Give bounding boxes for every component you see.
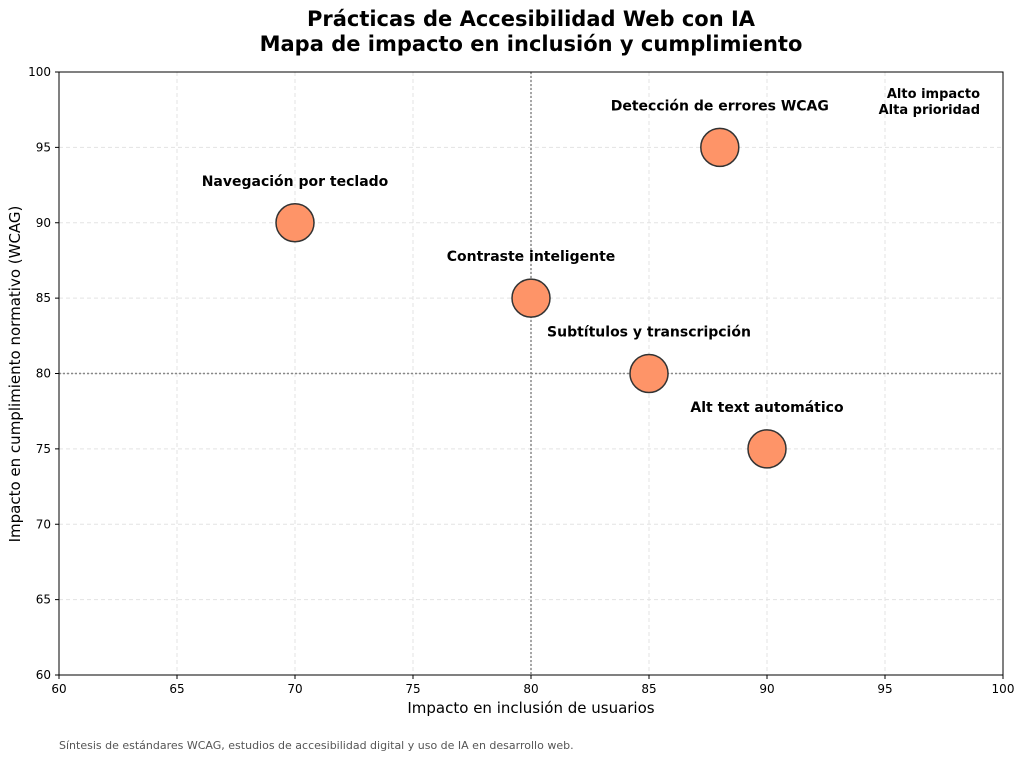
- plot-frame: [58, 71, 1004, 676]
- data-point: [747, 429, 787, 469]
- data-points: Navegación por teclado Detección de error…: [202, 98, 844, 469]
- x-tick-label: 100: [992, 682, 1015, 696]
- data-point: [700, 127, 740, 168]
- data-point-label: Alt text automático: [690, 400, 844, 416]
- x-tick-label: 80: [523, 682, 538, 696]
- x-tick-label: 75: [405, 682, 420, 696]
- chart-subtitle: Mapa de impacto en inclusión y cumplimie…: [260, 32, 803, 56]
- x-tick-label: 70: [287, 682, 302, 696]
- data-point: [511, 278, 551, 318]
- x-tick-label: 85: [641, 682, 656, 696]
- y-tick-label: 100: [28, 65, 51, 79]
- data-point: [629, 353, 669, 394]
- x-tick-label: 65: [169, 682, 184, 696]
- reference-lines: [59, 72, 1003, 675]
- data-point-label: Subtítulos y transcripción: [547, 325, 751, 341]
- axis-ticks: 60 65 70 75 80 85 90 95 100 60 65 70 75 80 85 90 95 100: [28, 65, 1014, 696]
- annotation-line-2: Alta prioridad: [879, 103, 980, 118]
- x-tick-label: 60: [51, 682, 66, 696]
- x-tick-label: 95: [877, 682, 892, 696]
- data-point-label: Navegación por teclado: [202, 174, 389, 190]
- x-axis-label: Impacto en inclusión de usuarios: [407, 699, 654, 717]
- data-point-label: Contraste inteligente: [447, 249, 616, 265]
- y-tick-label: 90: [36, 216, 51, 230]
- y-axis-label: Impacto en cumplimiento normativo (WCAG): [6, 206, 24, 543]
- chart-title: Prácticas de Accesibilidad Web con IA: [307, 7, 756, 31]
- y-tick-label: 75: [36, 442, 51, 456]
- data-point-label: Detección de errores WCAG: [611, 98, 829, 114]
- y-tick-label: 85: [36, 291, 51, 305]
- y-tick-label: 95: [36, 140, 51, 154]
- annotation-line-1: Alto impacto: [887, 87, 980, 102]
- x-tick-label: 90: [759, 682, 774, 696]
- y-tick-label: 65: [36, 593, 51, 607]
- y-tick-label: 60: [36, 668, 51, 682]
- y-tick-label: 80: [36, 367, 51, 381]
- data-point: [275, 203, 315, 243]
- y-tick-label: 70: [36, 517, 51, 531]
- source-note: Síntesis de estándares WCAG, estudios de…: [59, 739, 574, 752]
